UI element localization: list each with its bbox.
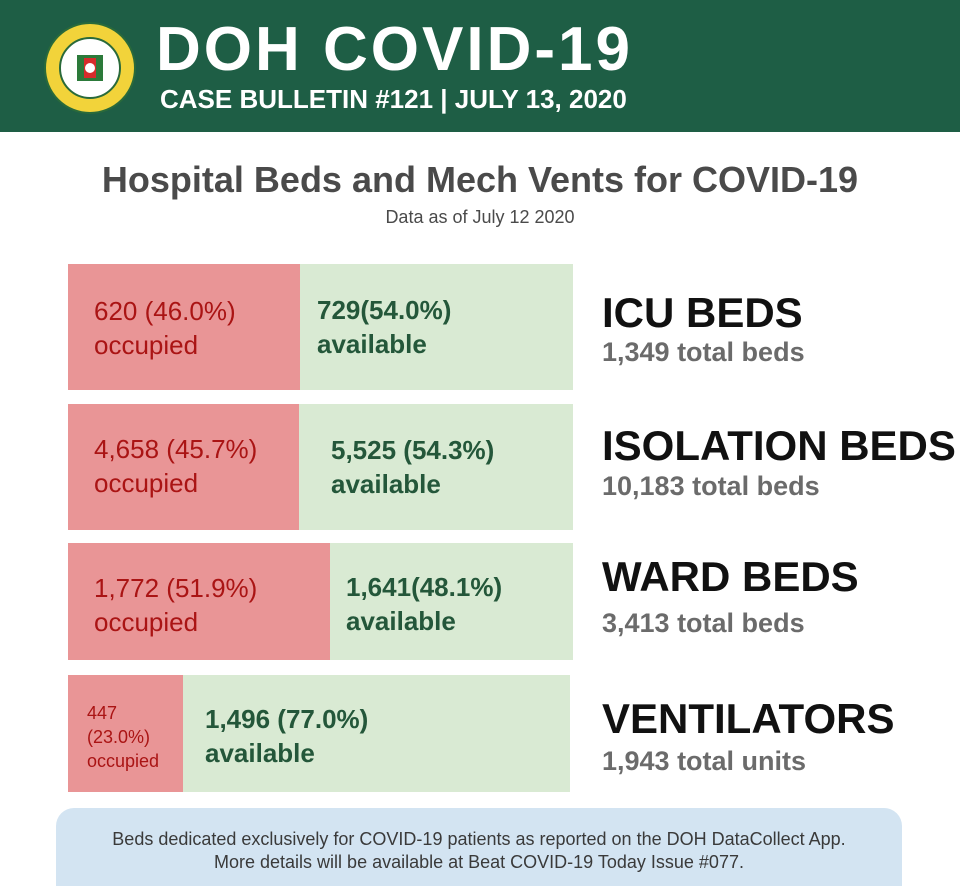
category-total-icu: 1,349 total beds: [602, 337, 805, 367]
occupied-pct-ventilators: (23.0%): [87, 727, 151, 747]
footer-note: Beds dedicated exclusively for COVID-19 …: [56, 808, 902, 886]
occupied-value-ward: 1,772 (51.9%): [94, 573, 258, 603]
available-word-icu: available: [317, 329, 427, 359]
doh-seal-icon: [44, 22, 136, 114]
category-total-isolation: 10,183 total beds: [602, 471, 820, 501]
occupied-word-icu: occupied: [94, 330, 199, 360]
footer-note-line-1: Beds dedicated exclusively for COVID-19 …: [112, 829, 846, 849]
header-subtitle: CASE BULLETIN #121 | JULY 13, 2020: [160, 84, 627, 114]
occupied-value-ventilators: 447: [87, 703, 118, 723]
header-banner: DOH COVID-19 CASE BULLETIN #121 | JULY 1…: [0, 0, 960, 132]
header-title: DOH COVID-19: [156, 15, 633, 84]
bar-row-ventilators: 447 (23.0%) occupied 1,496 (77.0%) avail…: [68, 675, 570, 792]
available-segment-isolation: [298, 404, 573, 530]
available-word-ventilators: available: [205, 738, 315, 768]
occupied-value-icu: 620 (46.0%): [94, 296, 236, 326]
available-value-isolation: 5,525 (54.3%): [331, 435, 495, 465]
available-segment-ward: [330, 543, 573, 660]
available-word-isolation: available: [331, 469, 441, 499]
category-name-isolation: ISOLATION BEDS: [602, 422, 956, 469]
available-word-ward: available: [346, 606, 456, 636]
available-segment-icu: [300, 264, 573, 390]
occupied-segment-ward: [68, 543, 331, 660]
category-name-icu: ICU BEDS: [602, 289, 803, 336]
category-total-ventilators: 1,943 total units: [602, 746, 807, 776]
bar-row-ward: 1,772 (51.9%) occupied 1,641(48.1%) avai…: [68, 543, 573, 660]
bar-row-icu: 620 (46.0%) occupied 729(54.0%) availabl…: [68, 264, 573, 390]
category-name-ventilators: VENTILATORS: [602, 695, 895, 742]
available-value-ward: 1,641(48.1%): [346, 572, 503, 602]
chart-title: Hospital Beds and Mech Vents for COVID-1…: [101, 159, 859, 200]
occupied-value-isolation: 4,658 (45.7%): [94, 434, 258, 464]
category-total-ward: 3,413 total beds: [602, 608, 805, 638]
occupied-segment-icu: [68, 264, 301, 390]
bar-row-isolation: 4,658 (45.7%) occupied 5,525 (54.3%) ava…: [68, 404, 573, 530]
available-segment-ventilators: [183, 675, 570, 792]
occupied-segment-isolation: [68, 404, 299, 530]
available-value-ventilators: 1,496 (77.0%): [205, 704, 369, 734]
occupied-word-ventilators: occupied: [87, 751, 160, 771]
occupied-word-ward: occupied: [94, 607, 199, 637]
footer-note-line-2: More details will be available at Beat C…: [214, 852, 744, 872]
occupied-word-isolation: occupied: [94, 468, 199, 498]
available-value-icu: 729(54.0%): [317, 295, 452, 325]
chart-subtitle: Data as of July 12 2020: [385, 207, 575, 227]
category-name-ward: WARD BEDS: [602, 553, 859, 600]
occupied-segment-ventilators: [68, 675, 184, 792]
